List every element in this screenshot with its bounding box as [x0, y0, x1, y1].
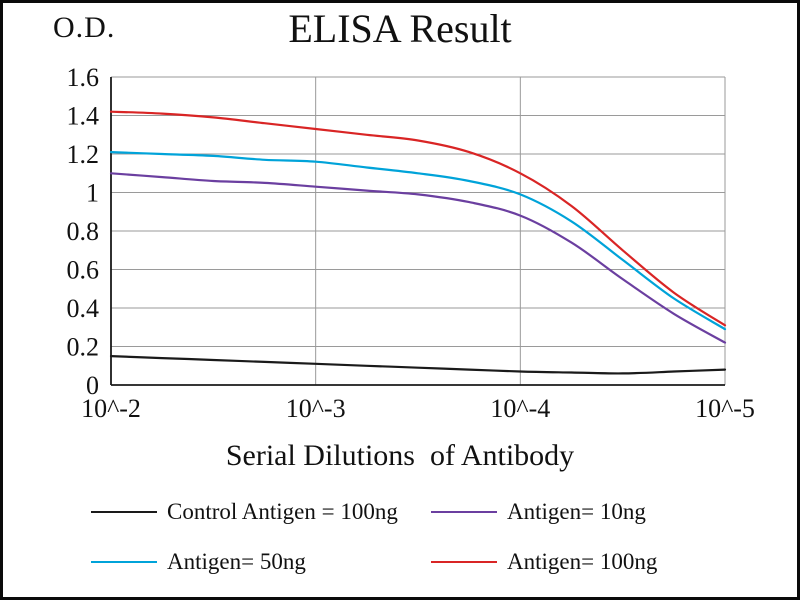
- legend-label: Antigen= 100ng: [507, 549, 658, 574]
- legend-item-antigen-50ng: Antigen= 50ng: [91, 549, 431, 575]
- legend-label: Antigen= 50ng: [167, 549, 306, 574]
- chart-legend: Control Antigen = 100ng Antigen= 10ng An…: [3, 499, 797, 575]
- series-line-1: [109, 172, 727, 344]
- chart-title: ELISA Result: [288, 6, 512, 51]
- svg-text:10^-4: 10^-4: [490, 394, 550, 423]
- series-line-3: [109, 110, 727, 327]
- legend-label: Control Antigen = 100ng: [167, 499, 398, 524]
- svg-text:1.2: 1.2: [67, 140, 100, 169]
- x-tick-labels: 10^-2 10^-3 10^-4 10^-5: [81, 394, 755, 423]
- svg-text:1.4: 1.4: [67, 102, 100, 131]
- svg-text:0.6: 0.6: [67, 256, 100, 285]
- svg-text:1: 1: [86, 179, 99, 208]
- y-tick-labels: 0 0.2 0.4 0.6 0.8 1 1.2 1.4 1.6: [67, 63, 100, 400]
- svg-text:10^-2: 10^-2: [81, 394, 141, 423]
- legend-item-antigen-100ng: Antigen= 100ng: [431, 549, 797, 575]
- legend-item-antigen-10ng: Antigen= 10ng: [431, 499, 797, 525]
- legend-label: Antigen= 10ng: [507, 499, 646, 524]
- svg-text:0.8: 0.8: [67, 217, 100, 246]
- svg-text:1.6: 1.6: [67, 63, 100, 92]
- axes: [110, 77, 725, 386]
- y-axis-unit-label: O.D.: [53, 11, 116, 44]
- series-line-0: [109, 355, 727, 375]
- svg-text:10^-3: 10^-3: [286, 394, 346, 423]
- svg-text:0.4: 0.4: [67, 294, 100, 323]
- series-line-2: [109, 151, 727, 331]
- legend-line-swatch-purple: [431, 511, 497, 513]
- svg-text:10^-5: 10^-5: [695, 394, 755, 423]
- chart-header: O.D. ELISA Result: [3, 3, 797, 53]
- svg-text:0: 0: [86, 371, 99, 400]
- svg-text:0.2: 0.2: [67, 333, 100, 362]
- gridlines: [110, 76, 726, 386]
- legend-line-swatch-cyan: [91, 561, 157, 563]
- legend-item-control-antigen: Control Antigen = 100ng: [91, 499, 431, 525]
- x-axis-label: Serial Dilutions of Antibody: [225, 439, 575, 472]
- line-chart-plot: 00.20.40.60.811.21.41.610^-2 10^-3 10^-4 10…: [67, 63, 755, 423]
- legend-line-swatch-black: [91, 511, 157, 513]
- legend-line-swatch-red: [431, 561, 497, 563]
